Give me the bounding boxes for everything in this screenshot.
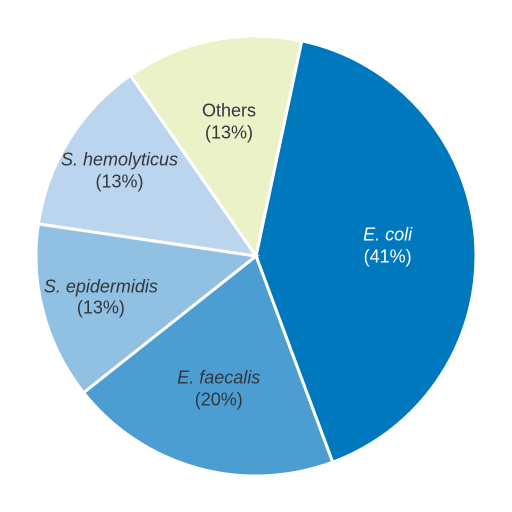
slice-label-shemolyticus: S. hemolyticus(13%) <box>61 150 178 193</box>
slice-name-shemolyticus: S. hemolyticus <box>61 150 178 172</box>
slice-label-ecoli: E. coli(41%) <box>363 225 412 268</box>
slice-name-ecoli: E. coli <box>363 225 412 247</box>
slice-pct-others: (13%) <box>202 122 256 144</box>
slice-name-efaecalis: E. faecalis <box>177 368 260 390</box>
pie-chart: E. coli(41%) E. faecalis(20%) S. epidermid… <box>0 0 512 512</box>
slice-label-sepidermidis: S. epidermidis(13%) <box>44 276 158 319</box>
slice-pct-sepidermidis: (13%) <box>44 298 158 320</box>
slice-pct-ecoli: (41%) <box>363 246 412 268</box>
slice-name-sepidermidis: S. epidermidis <box>44 276 158 298</box>
slice-pct-efaecalis: (20%) <box>177 389 260 411</box>
slice-label-efaecalis: E. faecalis(20%) <box>177 368 260 411</box>
pie-svg <box>0 0 512 512</box>
slice-pct-shemolyticus: (13%) <box>61 171 178 193</box>
slice-label-others: Others(13%) <box>202 101 256 144</box>
slice-name-others: Others <box>202 101 256 123</box>
